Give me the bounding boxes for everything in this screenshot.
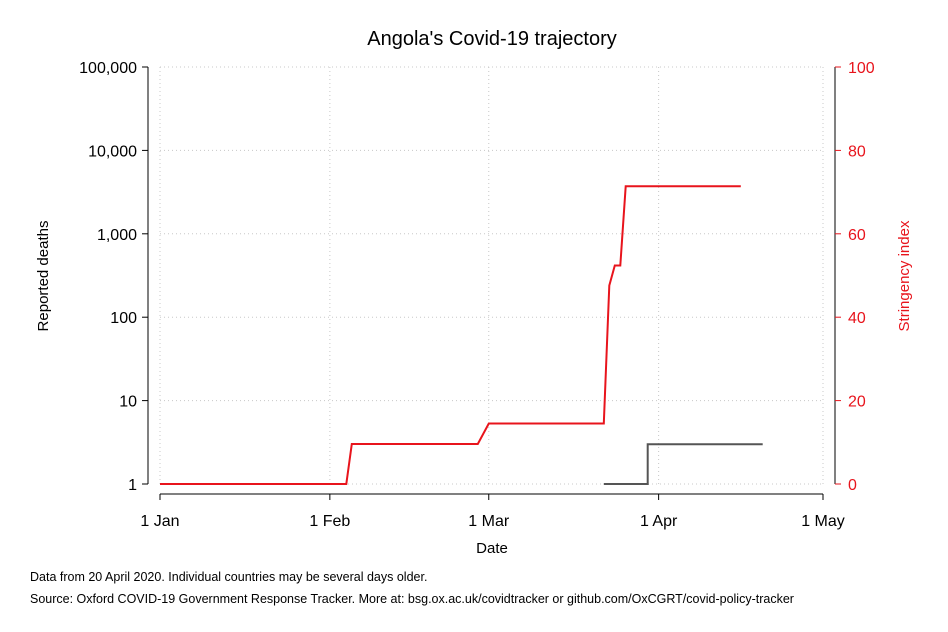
y2-tick-label: 80 <box>848 143 866 160</box>
grid <box>159 66 824 485</box>
chart: Angola's Covid-19 trajectory 1 10 100 1,000… <box>35 28 913 557</box>
series-layer <box>160 185 763 485</box>
x-tick-label: 1 May <box>801 513 845 530</box>
y2-axis-label: Stringency index <box>896 220 913 331</box>
y-tick-label: 100 <box>110 310 137 327</box>
y2-tick-label: 60 <box>848 227 866 244</box>
y2-tick-label: 20 <box>848 394 866 411</box>
x-tick-label: 1 Mar <box>468 513 510 530</box>
y-tick-label: 10,000 <box>88 143 137 160</box>
y-tick-label: 10 <box>119 394 137 411</box>
y-tick-label: 100,000 <box>79 60 137 77</box>
axes: 1 10 100 1,000 10,000 100,000 0 20 40 60 80 100 1 Ja… <box>79 60 875 530</box>
y2-tick-label: 40 <box>848 310 866 327</box>
y-axis-label: Reported deaths <box>35 221 52 332</box>
stringency-index-line <box>160 185 741 485</box>
y2-tick-label: 100 <box>848 60 875 77</box>
y-tick-label: 1,000 <box>97 227 137 244</box>
x-axis-label: Date <box>476 540 508 557</box>
x-tick-label: 1 Feb <box>309 513 350 530</box>
x-tick-label: 1 Jan <box>140 513 179 530</box>
reported-deaths-line <box>603 443 763 485</box>
x-tick-label: 1 Apr <box>640 513 678 530</box>
y-tick-label: 1 <box>128 477 137 494</box>
y2-tick-label: 0 <box>848 477 857 494</box>
data-date-note: Data from 20 April 2020. Individual coun… <box>30 570 428 584</box>
chart-title: Angola's Covid-19 trajectory <box>367 28 617 50</box>
source-note: Source: Oxford COVID-19 Government Respo… <box>30 592 794 606</box>
